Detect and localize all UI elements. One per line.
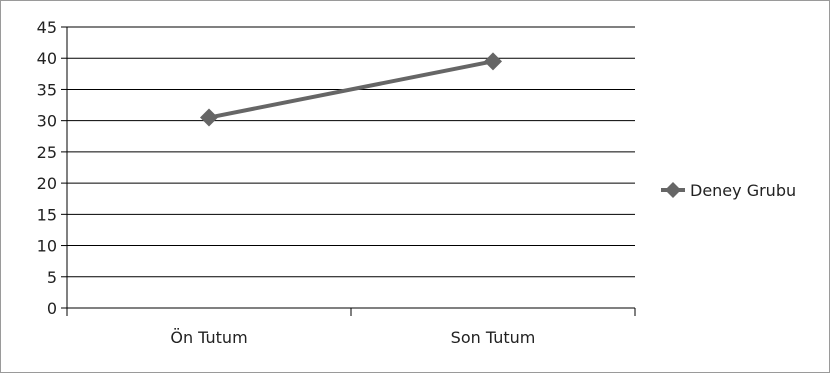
x-axis-tick-labels: Ön Tutum Son Tutum [170,328,535,347]
y-tick-label-40: 40 [37,49,57,68]
series-line-0 [208,59,494,120]
legend-label-deney-grubu: Deney Grubu [690,181,796,200]
y-tick-label-35: 35 [37,80,57,99]
legend-diamond-marker [665,182,681,198]
y-tick-label-10: 10 [37,237,57,256]
y-tick-label-5: 5 [47,268,57,287]
x-tick-label-0: Ön Tutum [170,328,247,347]
gridlines [67,26,635,278]
axes [61,26,636,316]
legend: Deney Grubu [661,181,796,200]
y-axis-tick-labels: 0 5 10 15 20 25 30 35 40 45 [37,18,57,318]
y-tick-label-25: 25 [37,143,57,162]
y-tick-label-45: 45 [37,18,57,37]
data-point-marker-0-1 [484,52,502,71]
y-tick-label-15: 15 [37,205,57,224]
series-lines [200,52,502,127]
x-tick-label-1: Son Tutum [451,328,536,347]
y-tick-label-20: 20 [37,174,57,193]
y-tick-label-30: 30 [37,112,57,131]
data-point-marker-0-0 [200,108,218,127]
y-tick-label-0: 0 [47,299,57,318]
